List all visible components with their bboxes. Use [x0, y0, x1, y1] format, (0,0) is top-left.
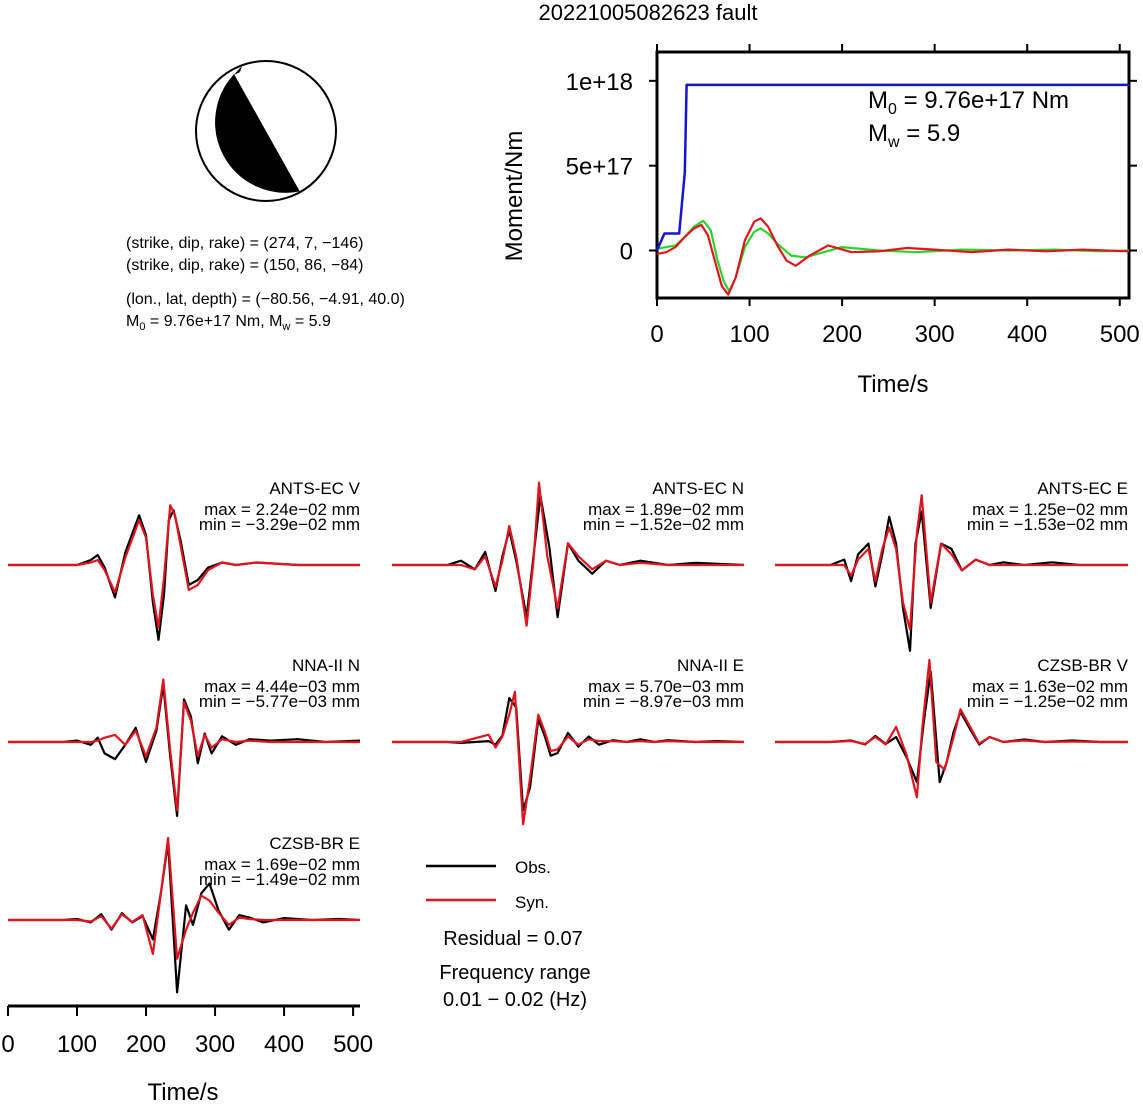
synthetic-trace [775, 658, 1128, 799]
frequency-range-value: 0.01 − 0.02 (Hz) [443, 989, 587, 1011]
waveform-x-tick-label: 200 [126, 1031, 166, 1058]
waveform-x-tick-label: 400 [264, 1031, 304, 1058]
moment-x-axis-label: Time/s [857, 371, 928, 398]
waveform-x-tick-label: 0 [1, 1031, 14, 1058]
min-label: min = −1.25e−02 mm [967, 692, 1128, 711]
moment-x-tick-label: 500 [1100, 321, 1140, 348]
min-label: min = −1.49e−02 mm [199, 870, 360, 889]
min-label: min = −1.53e−02 mm [967, 515, 1128, 534]
moment-x-tick-label: 300 [915, 321, 955, 348]
synthetic-trace [392, 690, 744, 826]
station-label: CZSB-BR E [269, 834, 360, 853]
nodal-plane-2: (strike, dip, rake) = (150, 86, −84) [126, 257, 363, 274]
station-label: NNA-II E [677, 656, 744, 675]
station-label: ANTS-EC N [652, 479, 744, 498]
moment-y-tick-label: 0 [620, 238, 633, 265]
moment-series-line [655, 83, 1129, 251]
max-label: max = 2.24e−02 mm [204, 500, 360, 519]
station-label: ANTS-EC E [1037, 479, 1128, 498]
station-label: CZSB-BR V [1037, 656, 1128, 675]
moment-annotation-mw: Mw = 5.9 [868, 120, 960, 151]
synthetic-trace [8, 836, 360, 960]
waveform-x-axis-label: Time/s [147, 1079, 218, 1104]
legend: Obs. Syn. Residual = 0.07 Frequency rang… [426, 858, 591, 1011]
moment-y-axis-label: Moment/Nm [501, 131, 528, 262]
max-label: max = 5.70e−03 mm [588, 677, 744, 696]
synthetic-trace [392, 481, 744, 627]
observed-trace [392, 697, 745, 812]
moment-rate-plot: 0 100 200 300 400 500 0 5e+17 1e+18 Time/s Momen… [501, 44, 1140, 398]
waveform-x-axis: 0 100 200 300 400 500 [1, 1004, 373, 1058]
waveform-x-tick-label: 300 [195, 1031, 235, 1058]
mechanism-info: (strike, dip, rake) = (274, 7, −146) (st… [126, 235, 405, 333]
hypocenter-location: (lon., lat, depth) = (−80.56, −4.91, 40.… [126, 291, 405, 308]
legend-syn-label: Syn. [515, 893, 549, 912]
max-label: max = 1.63e−02 mm [972, 677, 1128, 696]
residual-text: Residual = 0.07 [443, 928, 583, 950]
moment-y-tick-label: 1e+18 [566, 69, 633, 96]
waveform-x-tick-label: 100 [57, 1031, 97, 1058]
synthetic-trace [775, 494, 1128, 631]
compressional-sliver [234, 66, 242, 75]
moment-x-tick-label: 0 [650, 321, 663, 348]
moment-series-line [656, 217, 1130, 296]
min-label: min = −1.52e−02 mm [583, 515, 744, 534]
moment-y-tick-label: 5e+17 [566, 154, 633, 181]
moment-plot-frame [655, 50, 1131, 300]
moment-summary: M0 = 9.76e+17 Nm, Mw = 5.9 [126, 313, 331, 333]
station-label: ANTS-EC V [269, 479, 360, 498]
moment-x-tick-label: 400 [1007, 321, 1047, 348]
max-label: max = 4.44e−03 mm [204, 677, 360, 696]
min-label: min = −5.77e−03 mm [199, 692, 360, 711]
min-label: min = −3.29e−02 mm [199, 515, 360, 534]
max-label: max = 1.69e−02 mm [204, 855, 360, 874]
nodal-plane-1: (strike, dip, rake) = (274, 7, −146) [126, 235, 363, 252]
frequency-range-title: Frequency range [439, 962, 590, 984]
synthetic-trace [8, 504, 360, 629]
moment-x-tick-label: 100 [730, 321, 770, 348]
max-label: max = 1.25e−02 mm [972, 500, 1128, 519]
min-label: min = −8.97e−03 mm [583, 692, 744, 711]
waveform-x-tick-label: 500 [333, 1031, 373, 1058]
moment-series-line [656, 219, 1130, 293]
moment-annotation-m0: M0 = 9.76e+17 Nm [868, 87, 1069, 118]
station-label: NNA-II N [292, 656, 360, 675]
beachball [195, 60, 337, 202]
compressional-quadrant [215, 74, 300, 193]
moment-x-tick-label: 200 [822, 321, 862, 348]
max-label: max = 1.89e−02 mm [588, 500, 744, 519]
legend-obs-label: Obs. [515, 858, 551, 877]
figure-title: 20221005082623 fault [539, 0, 758, 25]
synthetic-trace [8, 678, 360, 812]
